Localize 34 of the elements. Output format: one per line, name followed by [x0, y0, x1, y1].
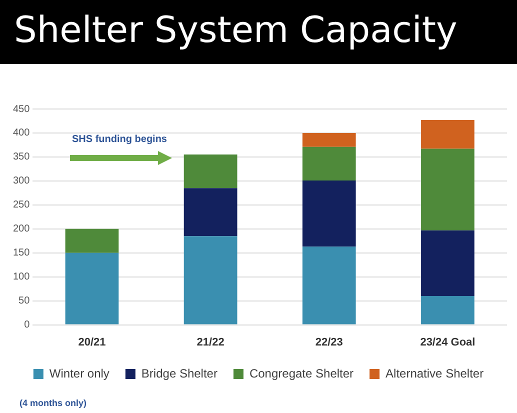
- y-tick-label: 0: [24, 320, 30, 331]
- bar: [421, 148, 474, 230]
- bar: [184, 188, 238, 236]
- bar: [302, 246, 356, 324]
- legend-label: Bridge Shelter: [141, 366, 218, 380]
- y-tick-label: 150: [12, 248, 30, 259]
- legend-label: Alternative Shelter: [386, 366, 484, 380]
- bar: [302, 132, 356, 147]
- chart-title: Shelter System Capacity: [14, 10, 458, 51]
- x-tick-label: 23/24 Goal: [420, 336, 476, 348]
- y-tick-label: 200: [12, 224, 30, 235]
- bar: [421, 296, 474, 324]
- bar: [421, 230, 474, 296]
- bar: [65, 252, 119, 324]
- y-tick-label: 100: [12, 272, 30, 283]
- text: (4 months only): [18, 398, 88, 408]
- x-tick-label: 21/22: [196, 336, 224, 348]
- y-tick-label: 50: [18, 296, 30, 307]
- bar: [421, 120, 474, 149]
- annotation: SHS funding begins: [72, 134, 167, 145]
- bar: [184, 236, 238, 324]
- y-tick-label: 350: [12, 152, 30, 163]
- bar: [302, 146, 356, 180]
- x-tick-label: 20/21: [78, 336, 106, 348]
- y-tick-label: 250: [12, 200, 30, 211]
- legend-label: Winter only: [49, 366, 110, 380]
- bar: [184, 154, 238, 188]
- y-tick-label: 450: [12, 104, 30, 115]
- bar: [65, 228, 119, 253]
- y-tick-label: 400: [12, 128, 30, 139]
- x-tick-label: 22/23: [315, 336, 343, 348]
- y-tick-label: 300: [12, 176, 30, 187]
- bar: [302, 180, 356, 247]
- legend-label: Congregate Shelter: [249, 366, 354, 380]
